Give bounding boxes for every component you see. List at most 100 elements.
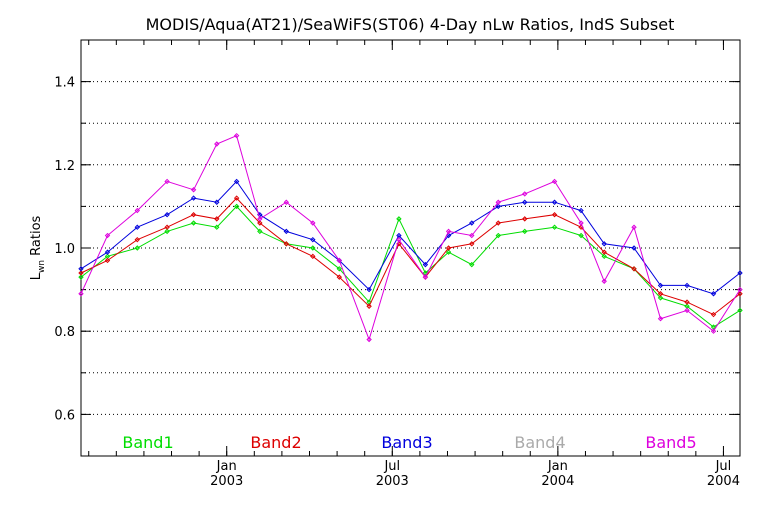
data-point-band5: [551, 178, 558, 185]
data-point-band3: [737, 270, 743, 276]
data-point-band1: [257, 228, 263, 235]
x-tick-label-year: 2003: [376, 474, 409, 489]
data-point-band3: [190, 195, 197, 201]
y-tick-label: 0.8: [54, 325, 75, 340]
data-point-band2: [657, 291, 664, 297]
data-point-band1: [190, 220, 197, 226]
data-point-band2: [190, 212, 197, 218]
data-point-band1: [601, 253, 607, 260]
data-point-band2: [710, 311, 717, 318]
data-point-band2: [104, 257, 111, 264]
data-point-band2: [310, 253, 316, 260]
x-tick-label-year: 2004: [707, 474, 740, 489]
data-point-band3: [366, 286, 372, 293]
data-point-band5: [134, 207, 141, 214]
series-line-band5: [80, 135, 741, 342]
data-point-band1: [445, 249, 452, 255]
y-tick-label: 1.0: [54, 242, 75, 257]
data-point-band2: [631, 266, 637, 272]
data-point-band2: [283, 241, 290, 247]
data-point-band3: [469, 220, 475, 226]
data-point-band3: [551, 199, 558, 205]
data-point-band5: [710, 328, 717, 334]
data-point-band5: [469, 232, 475, 239]
data-point-band2: [601, 249, 607, 255]
series-line-band2: [80, 197, 741, 316]
data-point-band2: [445, 245, 452, 251]
data-point-band5: [257, 216, 263, 222]
data-point-band2: [233, 195, 240, 201]
data-point-band3: [578, 207, 584, 214]
data-point-band3: [104, 249, 111, 255]
data-point-band2: [366, 303, 372, 309]
y-axis-label-subscript: wn: [37, 260, 47, 273]
data-point-band2: [551, 212, 558, 218]
legend-item-band2: Band2: [250, 433, 301, 452]
data-point-band5: [283, 199, 290, 205]
data-point-band3: [214, 199, 220, 205]
data-point-band3: [684, 282, 690, 289]
data-point-band2: [78, 270, 84, 276]
x-tick-label-month: Jan: [547, 459, 568, 474]
data-point-band3: [310, 236, 316, 243]
series-line-band1: [80, 205, 741, 328]
x-tick-label-year: 2003: [210, 474, 243, 489]
x-tick-label-year: 2004: [541, 474, 574, 489]
data-point-band5: [684, 307, 690, 314]
data-point-band5: [445, 228, 452, 235]
data-point-band5: [78, 291, 84, 297]
data-point-band3: [283, 228, 290, 235]
data-point-band1: [495, 232, 501, 239]
legend: Band1 Band2 Band3 Band4 Band5: [122, 433, 696, 452]
legend-item-band4: Band4: [514, 433, 565, 452]
data-point-band3: [495, 203, 501, 210]
data-point-band1: [336, 266, 343, 272]
x-tick-label-month: Jul: [715, 459, 732, 474]
series-line-band3: [80, 180, 741, 295]
data-point-band3: [710, 291, 717, 297]
y-tick-label: 0.6: [54, 408, 75, 423]
data-point-band2: [684, 299, 690, 305]
data-point-band3: [233, 178, 240, 185]
y-axis-label: Lwn Ratios: [29, 215, 47, 280]
legend-item-band1: Band1: [122, 433, 173, 452]
data-point-band1: [578, 232, 584, 239]
data-point-band5: [522, 191, 528, 197]
data-point-band1: [214, 224, 220, 230]
data-point-band1: [522, 228, 528, 235]
data-point-band5: [657, 316, 664, 322]
data-point-band5: [366, 336, 372, 343]
data-point-band5: [737, 286, 743, 293]
axes: 0.60.81.01.21.4Jan2003Jul2003Jan2004Jul2…: [54, 40, 740, 489]
data-point-band2: [522, 216, 528, 222]
data-point-band5: [396, 236, 402, 243]
data-point-band5: [336, 257, 343, 264]
data-point-band3: [522, 199, 528, 205]
data-point-band5: [578, 220, 584, 226]
data-point-band5: [104, 232, 111, 239]
data-point-band1: [134, 245, 141, 251]
data-point-band2: [214, 216, 220, 222]
data-point-band1: [233, 203, 240, 210]
data-point-band3: [134, 224, 141, 230]
data-point-band1: [551, 224, 558, 230]
data-point-band3: [631, 245, 637, 251]
data-point-band5: [233, 132, 240, 139]
data-point-band1: [396, 216, 402, 222]
x-tick-label-month: Jan: [216, 459, 237, 474]
data-point-band1: [310, 245, 316, 251]
data-point-band2: [737, 291, 743, 297]
data-point-band3: [601, 241, 607, 247]
series-band5: [78, 132, 743, 343]
data-point-band5: [631, 224, 637, 230]
data-point-band5: [310, 220, 316, 226]
data-point-band1: [164, 228, 170, 235]
y-tick-label: 1.4: [54, 76, 75, 91]
data-point-band5: [422, 274, 429, 280]
x-tick-label-month: Jul: [383, 459, 400, 474]
legend-item-band5: Band5: [645, 433, 696, 452]
data-point-band3: [164, 212, 170, 218]
data-point-band2: [134, 236, 141, 243]
data-point-band2: [164, 224, 170, 230]
